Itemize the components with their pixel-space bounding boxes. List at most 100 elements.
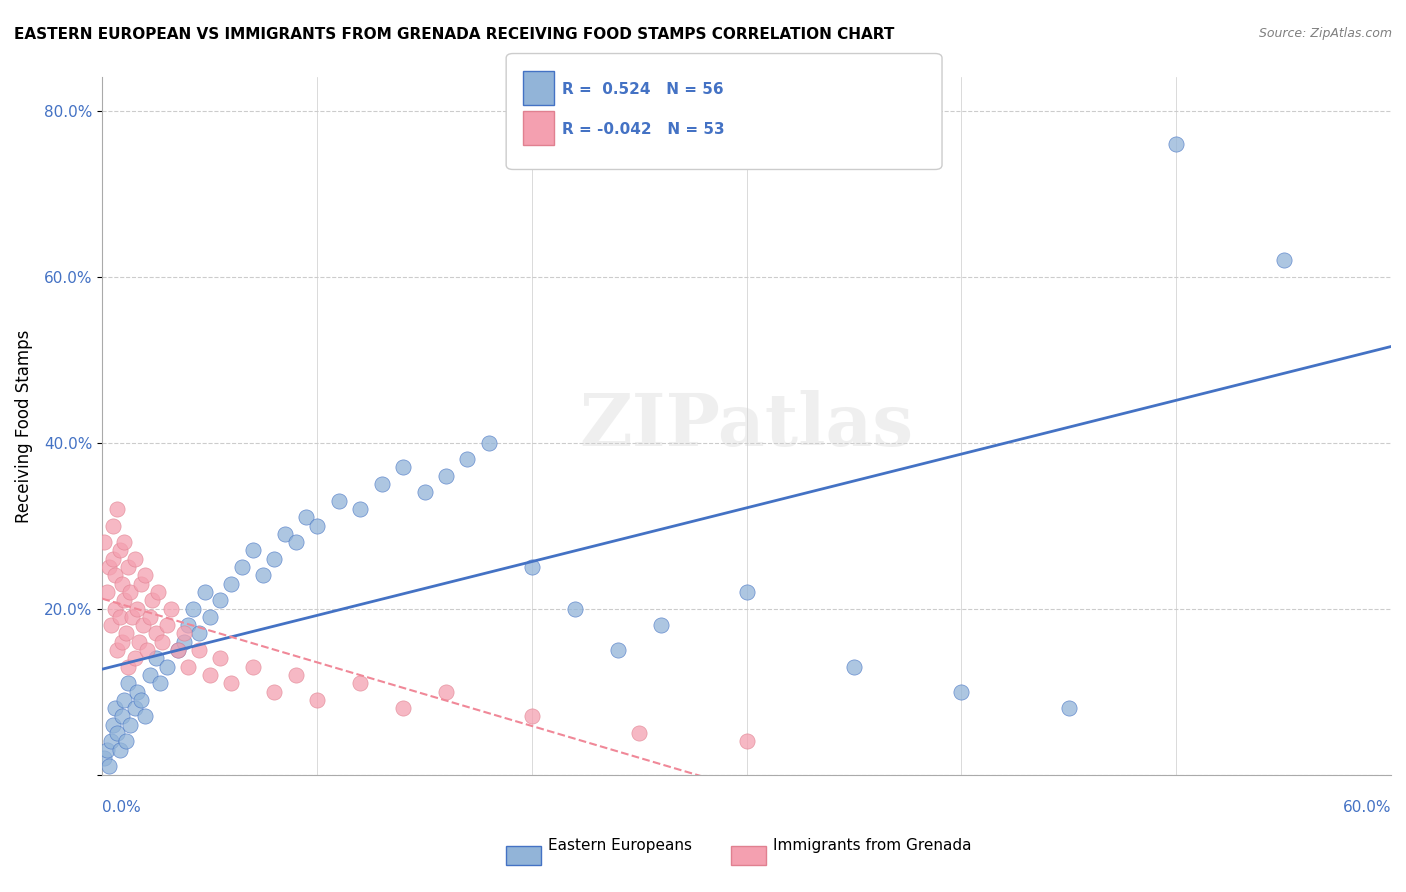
Point bbox=[105, 502, 128, 516]
Text: EASTERN EUROPEAN VS IMMIGRANTS FROM GRENADA RECEIVING FOOD STAMPS CORRELATION CH: EASTERN EUROPEAN VS IMMIGRANTS FROM GREN… bbox=[14, 27, 894, 42]
Point bbox=[349, 676, 371, 690]
Point bbox=[284, 668, 307, 682]
Point bbox=[434, 684, 457, 698]
Point bbox=[128, 634, 150, 648]
Point bbox=[209, 593, 232, 607]
Point bbox=[121, 610, 143, 624]
Point bbox=[156, 618, 179, 632]
Point bbox=[349, 502, 371, 516]
Point bbox=[112, 535, 135, 549]
Point bbox=[735, 585, 758, 599]
Point bbox=[392, 460, 415, 475]
Point bbox=[295, 510, 318, 524]
Point bbox=[100, 734, 122, 748]
Point bbox=[177, 618, 200, 632]
Point bbox=[242, 543, 264, 558]
Point bbox=[96, 585, 118, 599]
Point bbox=[101, 551, 124, 566]
Point bbox=[263, 684, 285, 698]
Point bbox=[520, 560, 543, 574]
Point bbox=[115, 626, 138, 640]
Point bbox=[138, 668, 160, 682]
Point bbox=[188, 643, 211, 657]
Point bbox=[93, 535, 115, 549]
Point bbox=[104, 601, 127, 615]
Y-axis label: Receiving Food Stamps: Receiving Food Stamps bbox=[15, 329, 32, 523]
Point bbox=[125, 684, 148, 698]
Point bbox=[413, 485, 436, 500]
Point bbox=[129, 576, 152, 591]
Text: 0.0%: 0.0% bbox=[103, 799, 141, 814]
Point bbox=[209, 651, 232, 665]
Point bbox=[392, 701, 415, 715]
Point bbox=[108, 543, 131, 558]
Point bbox=[134, 709, 156, 723]
Point bbox=[177, 659, 200, 673]
Text: ZIPatlas: ZIPatlas bbox=[579, 391, 914, 461]
Point bbox=[100, 618, 122, 632]
Point bbox=[124, 651, 146, 665]
Point bbox=[112, 693, 135, 707]
Point bbox=[166, 643, 188, 657]
Point bbox=[152, 634, 174, 648]
Point bbox=[307, 693, 329, 707]
Point bbox=[117, 676, 139, 690]
Point bbox=[274, 527, 297, 541]
Point bbox=[263, 551, 285, 566]
Point bbox=[219, 676, 242, 690]
Point bbox=[117, 659, 139, 673]
Point bbox=[194, 585, 217, 599]
Point bbox=[307, 518, 329, 533]
Point bbox=[842, 659, 865, 673]
Point bbox=[1057, 701, 1080, 715]
Point bbox=[111, 709, 134, 723]
Point bbox=[219, 576, 242, 591]
Point bbox=[173, 626, 195, 640]
Point bbox=[606, 643, 628, 657]
Point bbox=[735, 734, 758, 748]
Point bbox=[136, 643, 159, 657]
Point bbox=[145, 651, 167, 665]
Point bbox=[129, 693, 152, 707]
Point bbox=[120, 585, 142, 599]
Point bbox=[101, 518, 124, 533]
Point bbox=[650, 618, 672, 632]
Point bbox=[1272, 253, 1295, 268]
Point bbox=[166, 643, 188, 657]
Point bbox=[111, 634, 134, 648]
Point bbox=[173, 634, 195, 648]
Point bbox=[105, 643, 128, 657]
Point bbox=[950, 684, 973, 698]
Point bbox=[104, 701, 127, 715]
Point bbox=[198, 610, 221, 624]
Point bbox=[97, 759, 120, 773]
Text: Source: ZipAtlas.com: Source: ZipAtlas.com bbox=[1258, 27, 1392, 40]
Point bbox=[628, 726, 651, 740]
Point bbox=[328, 493, 350, 508]
Point bbox=[111, 576, 134, 591]
Point bbox=[160, 601, 183, 615]
Point bbox=[181, 601, 204, 615]
Point bbox=[149, 676, 172, 690]
Point bbox=[520, 709, 543, 723]
Point bbox=[132, 618, 155, 632]
Point bbox=[564, 601, 586, 615]
Text: Eastern Europeans: Eastern Europeans bbox=[548, 838, 692, 853]
Point bbox=[112, 593, 135, 607]
Point bbox=[124, 701, 146, 715]
Point bbox=[96, 742, 118, 756]
Point bbox=[134, 568, 156, 582]
Point bbox=[120, 718, 142, 732]
Point bbox=[115, 734, 138, 748]
Point bbox=[148, 585, 170, 599]
Point bbox=[198, 668, 221, 682]
Point bbox=[188, 626, 211, 640]
Point bbox=[434, 468, 457, 483]
Point bbox=[141, 593, 163, 607]
Point bbox=[138, 610, 160, 624]
Point bbox=[108, 610, 131, 624]
Point bbox=[101, 718, 124, 732]
Text: Immigrants from Grenada: Immigrants from Grenada bbox=[773, 838, 972, 853]
Text: 60.0%: 60.0% bbox=[1343, 799, 1391, 814]
Text: R = -0.042   N = 53: R = -0.042 N = 53 bbox=[562, 122, 725, 137]
